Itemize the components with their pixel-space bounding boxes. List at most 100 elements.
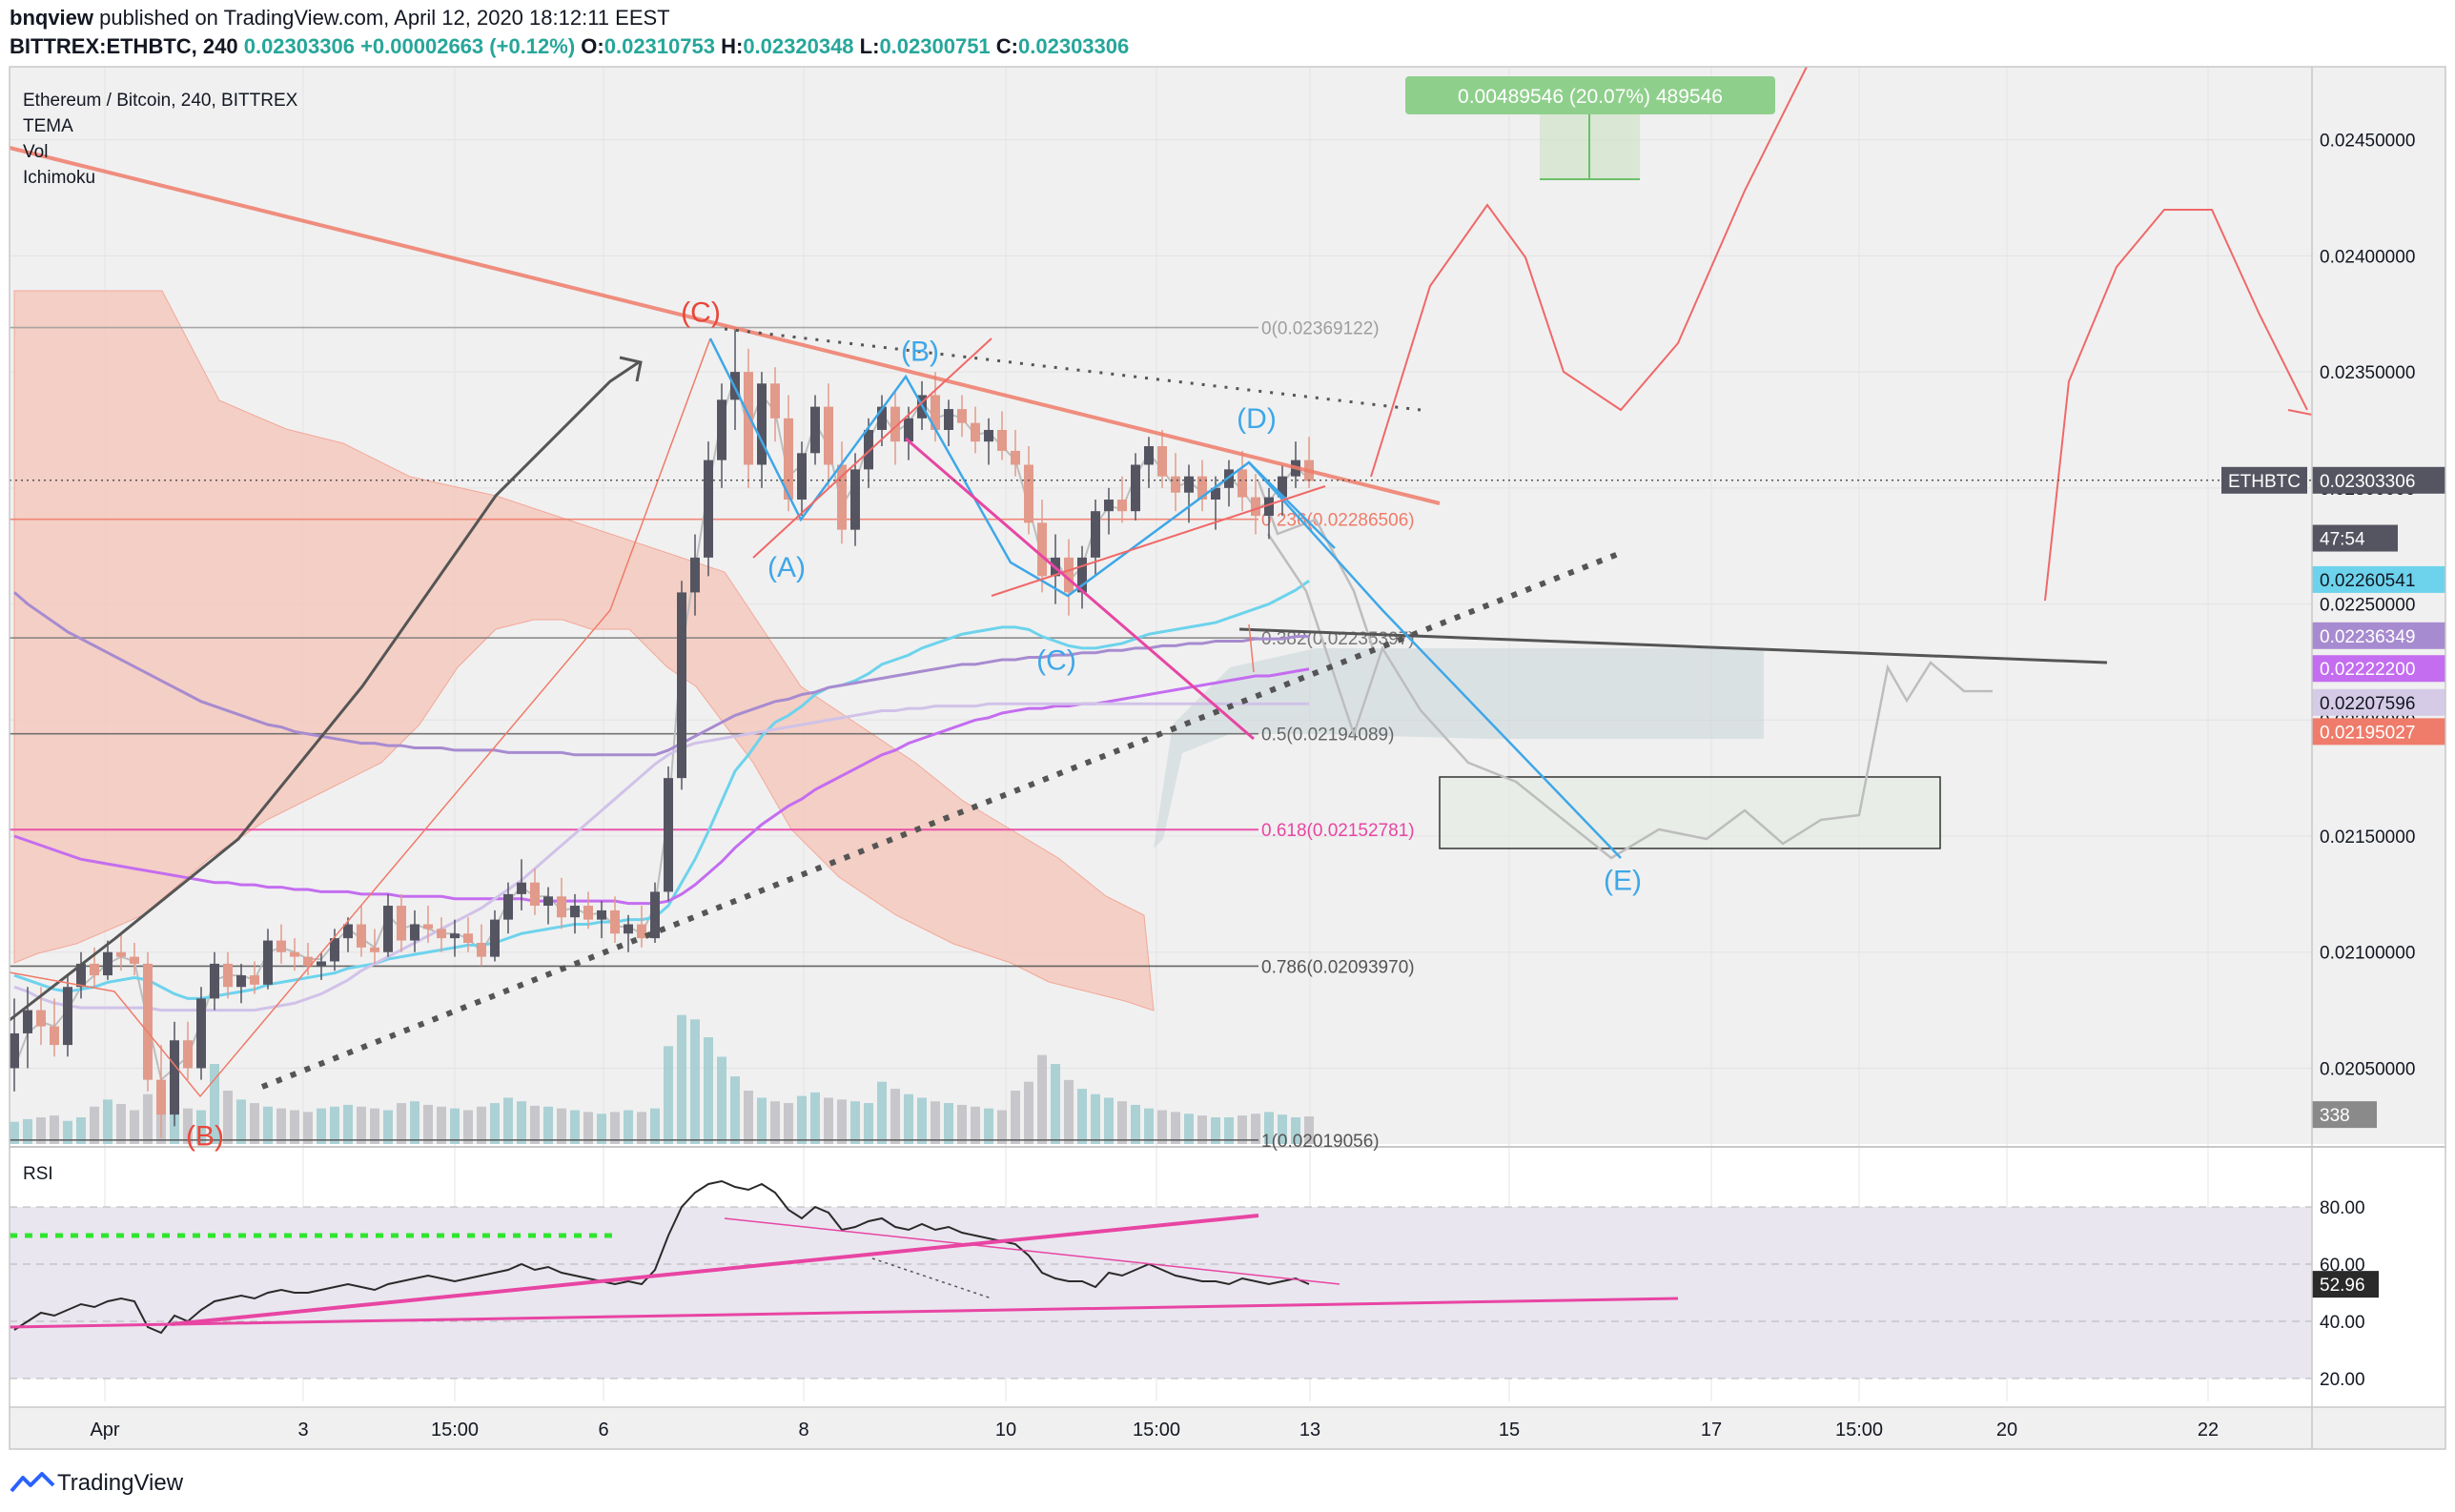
candle-body [904, 418, 913, 442]
arrow-head [619, 356, 643, 382]
volume-bar [957, 1104, 967, 1144]
candle-body [530, 882, 540, 907]
channel-line [991, 485, 1326, 597]
y-tick-label: 0.02250000 [2320, 596, 2415, 616]
price-tag-text: 0.02303306 [2320, 472, 2415, 492]
candle-body [984, 429, 993, 442]
candle-body [770, 383, 780, 419]
candle-body [276, 940, 286, 952]
volume-bar [103, 1099, 113, 1144]
rsi-tick-label: 20.00 [2320, 1370, 2365, 1390]
volume-bar [730, 1076, 740, 1144]
symbol-tag-text: ETHBTC [2228, 472, 2301, 492]
legend-title[interactable]: Ethereum / Bitcoin, 240, BITTREX [23, 91, 298, 111]
x-tick-label: 8 [798, 1420, 808, 1440]
candle-body [503, 893, 513, 920]
volume-bar [370, 1108, 379, 1144]
volume-bar [717, 1056, 726, 1144]
wave-label: (C) [1036, 644, 1076, 676]
wave-label: (D) [1237, 403, 1277, 435]
volume-bar [1278, 1114, 1287, 1144]
measure-label-bg [1405, 76, 1775, 114]
publisher-name[interactable]: bnqview [10, 6, 94, 30]
volume-bar [1197, 1115, 1207, 1144]
volume-bar [610, 1112, 620, 1144]
open-label: O: [581, 34, 604, 58]
measure-label: 0.00489546 (20.07%) 489546 [1458, 86, 1723, 108]
price-tag-text: 0.02195027 [2320, 723, 2415, 743]
fib-level-label: 1(0.02019056) [1261, 1132, 1380, 1152]
candle-body [63, 987, 72, 1046]
candle-body [183, 1040, 193, 1069]
ohlc-bar: BITTREX:ETHBTC, 240 0.02303306 +0.000026… [10, 34, 1129, 59]
wave-label: (C) [681, 296, 721, 328]
ichimoku-cloud [13, 290, 1764, 1011]
candle-body [76, 963, 86, 988]
candle-body [637, 924, 646, 939]
candle-body [557, 896, 566, 918]
volume-bar [423, 1104, 433, 1144]
volume-bar [704, 1037, 713, 1144]
candle-body [1091, 511, 1100, 558]
volume-bar [677, 1014, 686, 1144]
candle-body [490, 919, 500, 957]
candle-body [1184, 476, 1194, 493]
volume-bar [570, 1110, 580, 1144]
dotted-resistance [724, 327, 1422, 412]
tradingview-brand[interactable]: TradingView [57, 1470, 184, 1496]
volume-bar [23, 1118, 32, 1144]
volume-bar [864, 1103, 873, 1144]
candle-body [824, 406, 833, 465]
volume-bar [1291, 1117, 1300, 1144]
fib-level-label: 0.236(0.02286506) [1261, 511, 1415, 531]
price-tag-text: 47:54 [2320, 530, 2365, 550]
candle-body [90, 963, 99, 976]
volume-bar [810, 1092, 820, 1144]
volume-bar [917, 1097, 927, 1144]
candle-body [664, 778, 673, 892]
candle-body [1238, 469, 1247, 498]
legend-vol[interactable]: Vol [23, 142, 48, 162]
high-value: 0.02320348 [743, 34, 854, 58]
symbol-label[interactable]: BITTREX:ETHBTC, 240 [10, 34, 238, 58]
candle-body [583, 906, 593, 920]
y-tick-label: 0.02450000 [2320, 132, 2415, 152]
volume-bar [1024, 1081, 1033, 1144]
legend-tema[interactable]: TEMA [23, 116, 73, 136]
candle-body [944, 409, 953, 430]
volume-bar [1011, 1091, 1020, 1144]
indicator-line [13, 702, 1309, 1012]
price-tag [2312, 466, 2445, 494]
x-tick-label: 6 [598, 1420, 608, 1440]
volume-bar [877, 1081, 887, 1144]
low-label: L: [859, 34, 880, 58]
volume-bar [984, 1108, 993, 1144]
price-tag [2312, 718, 2445, 746]
candle-body [437, 929, 446, 939]
candle-body [143, 963, 153, 1080]
annotations: (C) (B) (A) (B) (C) (D) (E) [9, 66, 2313, 1152]
candle-body [263, 940, 273, 985]
rsi-pane: RSI [9, 1164, 2312, 1379]
volume-bar [477, 1106, 486, 1144]
candle-body [383, 906, 393, 952]
volume-bar [757, 1097, 767, 1144]
candle-body [130, 956, 139, 964]
volume-bar [210, 1064, 219, 1144]
x-tick-label: 22 [2198, 1420, 2219, 1440]
wave-projection-blue [1248, 461, 1622, 859]
candle-body [1264, 497, 1274, 517]
rsi-current-text: 52.96 [2320, 1276, 2365, 1296]
candle-body [517, 882, 526, 894]
rsi-current-tag [2312, 1271, 2379, 1298]
volume-bar [530, 1105, 540, 1144]
candle-body [23, 1010, 32, 1033]
volume-bar [317, 1108, 326, 1144]
legend-ichimoku[interactable]: Ichimoku [23, 168, 95, 188]
volume-bar [784, 1103, 793, 1144]
candle-body [597, 909, 606, 920]
volume-bar [196, 1110, 206, 1144]
volume-bar [543, 1106, 553, 1144]
candle-body [971, 422, 980, 442]
